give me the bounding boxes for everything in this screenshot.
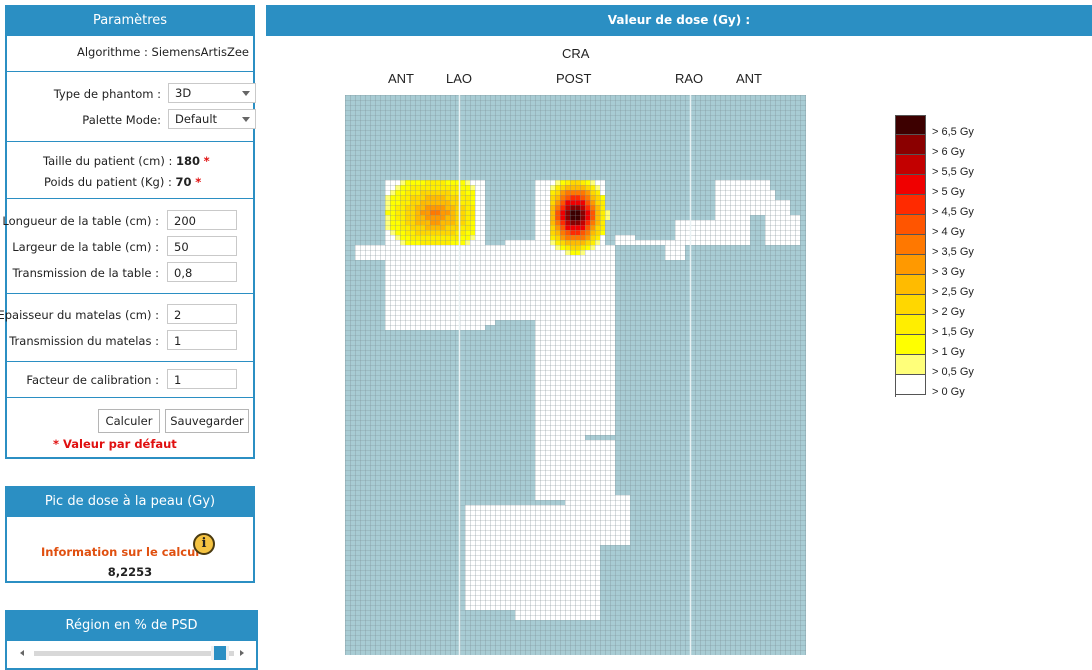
phantom-select[interactable]: 3D <box>168 83 256 103</box>
legend-swatch <box>896 215 926 235</box>
calibration-input[interactable]: 1 <box>167 369 237 389</box>
patient-weight-value: 70 <box>175 175 192 189</box>
parameters-title: Paramètres <box>5 5 255 36</box>
table-transmission-label: Transmission de la table : <box>12 266 159 280</box>
legend-label: > 0 Gy <box>932 386 965 398</box>
legend-label: > 4 Gy <box>932 226 965 238</box>
patient-height-line: Taille du patient (cm) : 180 * <box>43 150 210 172</box>
calculation-info-label[interactable]: Information sur le calcul <box>41 545 200 559</box>
mattress-thickness-label: Epaisseur du matelas (cm) : <box>0 308 159 322</box>
grid-cells <box>345 95 806 655</box>
mattress-transmission-label: Transmission du matelas : <box>9 334 159 348</box>
required-star: * <box>203 154 210 168</box>
algorithm-section: Algorithme : SiemensArtisZee <box>7 36 253 71</box>
legend-swatch <box>896 135 926 155</box>
legend-swatch <box>896 115 926 135</box>
calibration-label: Facteur de calibration : <box>26 373 159 387</box>
palette-select-value: Default <box>175 112 218 126</box>
legend-swatch <box>896 275 926 295</box>
patient-height-value: 180 <box>176 154 201 168</box>
legend-label: > 0,5 Gy <box>932 366 974 378</box>
legend-label: > 5,5 Gy <box>932 166 974 178</box>
default-value-note: * Valeur par défaut <box>53 437 177 451</box>
legend-swatch <box>896 195 926 215</box>
legend-swatch <box>896 255 926 275</box>
calculate-button[interactable]: Calculer <box>98 409 160 433</box>
axis-label-ant-right: ANT <box>736 71 762 86</box>
table-transmission-input[interactable]: 0,8 <box>167 262 237 282</box>
algorithm-value: SiemensArtisZee <box>151 45 249 59</box>
region-slider-track[interactable] <box>34 651 234 656</box>
legend-swatch <box>896 155 926 175</box>
dose-map-title: Valeur de dose (Gy) : <box>607 13 751 27</box>
actions-section: Calculer Sauvegarder * Valeur par défaut <box>7 397 253 459</box>
peak-dose-value: 8,2253 <box>107 565 153 579</box>
legend-label: > 1 Gy <box>932 346 965 358</box>
table-length-input[interactable]: 200 <box>167 210 237 230</box>
region-slider-thumb[interactable] <box>210 646 229 660</box>
legend-label: > 1,5 Gy <box>932 326 974 338</box>
dose-map-grid <box>345 95 806 655</box>
legend-label: > 5 Gy <box>932 186 965 198</box>
legend-swatch <box>896 375 926 395</box>
phantom-select-value: 3D <box>175 86 192 100</box>
table-length-label: Longueur de la table (cm) : <box>2 214 159 228</box>
palette-select[interactable]: Default <box>168 109 256 129</box>
patient-height-label: Taille du patient (cm) : <box>43 154 173 168</box>
algorithm-line: Algorithme : SiemensArtisZee <box>77 45 249 59</box>
legend-label: > 6,5 Gy <box>932 126 974 138</box>
legend-label: > 2 Gy <box>932 306 965 318</box>
legend-swatch <box>896 355 926 375</box>
slider-left-arrow-icon[interactable] <box>20 650 24 656</box>
legend-swatch <box>896 315 926 335</box>
legend-swatch <box>896 175 926 195</box>
axis-label-rao: RAO <box>675 71 704 86</box>
phantom-section: Type de phantom : 3D Palette Mode: Defau… <box>7 71 256 141</box>
region-panel: Région en % de PSD <box>5 610 258 670</box>
axis-label-post: POST <box>556 71 592 86</box>
legend-swatch <box>896 335 926 355</box>
axis-label-ant-left: ANT <box>388 71 414 86</box>
chevron-down-icon <box>242 117 250 122</box>
parameters-panel: Paramètres Algorithme : SiemensArtisZee … <box>0 5 256 459</box>
top-axis-label: CRA <box>562 46 590 61</box>
region-title: Région en % de PSD <box>5 610 258 641</box>
legend-label: > 3,5 Gy <box>932 246 974 258</box>
legend-label: > 3 Gy <box>932 266 965 278</box>
patient-weight-line: Poids du patient (Kg) : 70 * <box>44 171 201 193</box>
slider-right-arrow-icon[interactable] <box>240 650 244 656</box>
legend-swatch <box>896 235 926 255</box>
axis-label-lao: LAO <box>446 71 473 86</box>
mattress-thickness-input[interactable]: 2 <box>167 304 237 324</box>
chevron-down-icon <box>242 91 250 96</box>
calibration-section: Facteur de calibration : 1 <box>7 361 253 397</box>
table-section: Longueur de la table (cm) : 200 Largeur … <box>2 198 253 293</box>
phantom-label: Type de phantom : <box>53 87 161 101</box>
palette-label: Palette Mode: <box>82 113 161 127</box>
mattress-transmission-input[interactable]: 1 <box>167 330 237 350</box>
required-star: * <box>195 175 202 189</box>
peak-dose-panel: Pic de dose à la peau (Gy) Information s… <box>5 486 255 583</box>
legend-label: > 4,5 Gy <box>932 206 974 218</box>
legend-label: > 2,5 Gy <box>932 286 974 298</box>
table-width-label: Largeur de la table (cm) : <box>12 240 159 254</box>
dose-legend: > 6,5 Gy > 6 Gy > 5,5 Gy > 5 Gy > 4,5 Gy > 4 … <box>895 115 1006 398</box>
patient-section: Taille du patient (cm) : 180 * Poids du … <box>7 141 253 198</box>
patient-weight-label: Poids du patient (Kg) : <box>44 175 172 189</box>
save-button[interactable]: Sauvegarder <box>165 409 249 433</box>
legend-swatch <box>896 295 926 315</box>
algorithm-label: Algorithme : <box>76 45 148 59</box>
peak-dose-title: Pic de dose à la peau (Gy) <box>5 486 255 517</box>
info-icon[interactable]: i <box>193 533 215 555</box>
table-width-input[interactable]: 50 <box>167 236 237 256</box>
legend-label: > 6 Gy <box>932 146 965 158</box>
dose-map-header: Valeur de dose (Gy) : <box>266 5 1092 36</box>
mattress-section: Epaisseur du matelas (cm) : 2 Transmissi… <box>0 293 253 361</box>
